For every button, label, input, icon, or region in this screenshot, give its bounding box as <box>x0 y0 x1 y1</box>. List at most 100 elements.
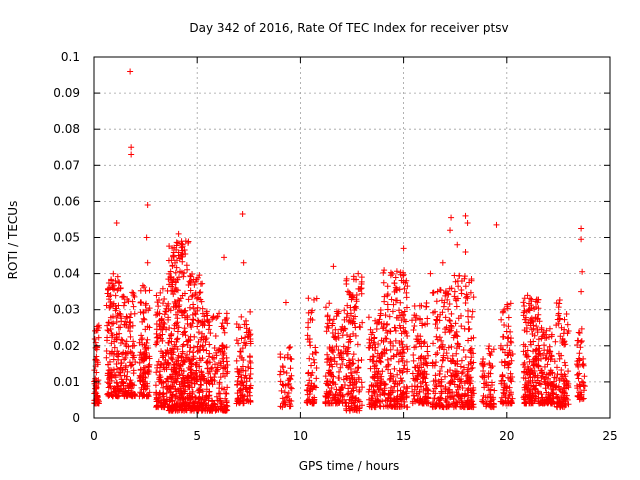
data-point <box>125 387 132 394</box>
data-point <box>206 322 213 329</box>
data-point <box>172 259 179 266</box>
data-point <box>243 325 250 332</box>
data-point <box>95 334 102 341</box>
data-point <box>576 330 583 337</box>
data-point <box>445 291 452 298</box>
data-point <box>382 312 389 319</box>
data-point <box>553 382 560 389</box>
data-point <box>219 345 226 352</box>
data-point <box>449 377 456 384</box>
data-point <box>520 348 527 355</box>
outlier-point <box>439 259 446 266</box>
data-point <box>381 391 388 398</box>
data-point <box>157 391 164 398</box>
data-point <box>137 378 144 385</box>
data-point <box>558 324 565 331</box>
data-point <box>243 397 250 404</box>
data-point <box>375 386 382 393</box>
data-point <box>455 341 462 348</box>
data-point <box>336 398 343 405</box>
data-point <box>137 367 144 374</box>
data-point <box>459 385 466 392</box>
data-point <box>241 339 248 346</box>
data-point <box>480 363 487 370</box>
data-point <box>387 272 394 279</box>
data-point <box>117 364 124 371</box>
data-point <box>305 295 312 302</box>
data-point <box>169 397 176 404</box>
data-point <box>501 384 508 391</box>
data-point <box>126 328 133 335</box>
data-point <box>485 373 492 380</box>
data-point <box>186 384 193 391</box>
data-point <box>525 365 532 372</box>
y-tick-label: 0.06 <box>53 194 80 208</box>
data-point <box>333 308 340 315</box>
data-point <box>132 358 139 365</box>
data-point <box>538 391 545 398</box>
data-point <box>214 313 221 320</box>
data-point <box>555 320 562 327</box>
data-point <box>354 341 361 348</box>
x-tick-label: 25 <box>602 429 617 443</box>
data-point <box>522 375 529 382</box>
data-point <box>288 385 295 392</box>
data-point <box>418 302 425 309</box>
data-point <box>480 356 487 362</box>
data-point <box>205 326 212 333</box>
data-point <box>203 394 210 401</box>
data-point <box>219 320 226 327</box>
data-point <box>173 239 180 246</box>
data-point <box>373 380 380 387</box>
data-point <box>123 343 130 350</box>
data-point <box>335 375 342 382</box>
data-point <box>186 399 193 406</box>
data-point <box>396 312 403 319</box>
data-point <box>451 374 458 381</box>
data-point <box>337 326 344 333</box>
data-point <box>336 368 343 375</box>
data-point <box>574 337 581 344</box>
data-point <box>339 360 346 367</box>
data-point <box>305 309 312 316</box>
data-point <box>167 332 174 339</box>
outlier-point <box>454 241 461 248</box>
data-point <box>161 311 168 318</box>
data-point <box>430 309 437 316</box>
data-point <box>177 268 184 275</box>
data-point <box>525 379 532 386</box>
data-point <box>327 369 334 376</box>
data-point <box>172 304 179 311</box>
data-point <box>140 370 147 377</box>
data-point <box>114 348 121 355</box>
data-point <box>580 360 587 367</box>
data-point <box>286 375 293 382</box>
data-point <box>130 303 137 310</box>
data-point <box>356 323 363 330</box>
data-point <box>287 355 294 362</box>
data-point <box>237 371 244 378</box>
data-point <box>126 380 133 387</box>
data-point <box>198 382 205 389</box>
data-point <box>179 312 186 319</box>
data-point <box>425 352 432 359</box>
data-point <box>238 313 245 320</box>
data-point <box>344 310 351 317</box>
data-point <box>459 401 466 408</box>
data-point <box>543 396 550 403</box>
data-point <box>189 292 196 299</box>
data-point <box>561 371 568 378</box>
data-point <box>397 299 404 306</box>
data-point <box>223 390 230 397</box>
data-point <box>175 252 182 259</box>
data-point <box>219 342 226 349</box>
data-point <box>432 321 439 328</box>
data-point <box>455 315 462 322</box>
data-point <box>537 400 544 407</box>
data-point <box>531 362 538 369</box>
data-point <box>172 368 179 375</box>
data-point <box>110 356 117 363</box>
x-tick-label: 15 <box>396 429 411 443</box>
data-point <box>448 393 455 400</box>
data-point <box>552 338 559 345</box>
